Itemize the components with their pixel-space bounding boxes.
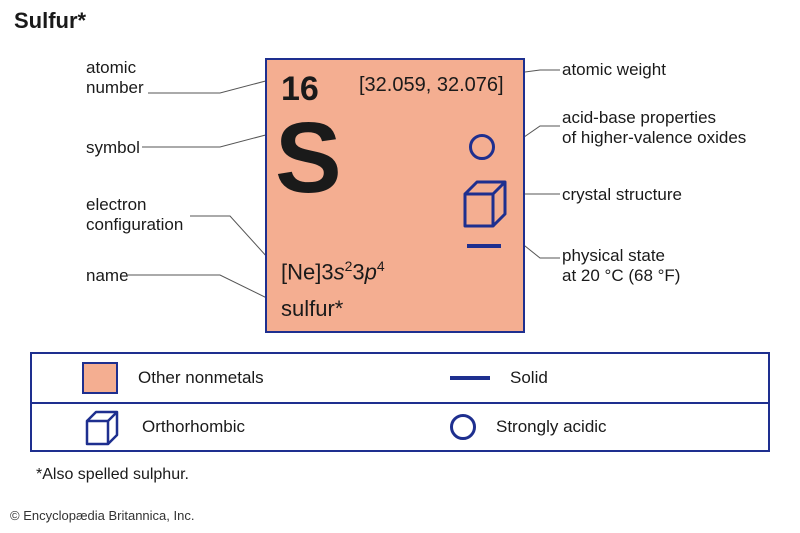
legend-cell: Other nonmetals (32, 362, 400, 394)
legend: Other nonmetals Solid Orthorhombic Stron… (30, 352, 770, 452)
callout-label: atomic (86, 58, 136, 77)
callout-label: number (86, 78, 144, 97)
atomic-weight: [32.059, 32.076] (359, 74, 504, 97)
element-tile: 16 [32.059, 32.076] S [Ne]3s23p4 sulfur* (265, 58, 525, 333)
legend-cell: Solid (400, 368, 768, 388)
callout-acid-base: acid-base properties of higher-valence o… (562, 108, 746, 149)
element-name: sulfur* (281, 296, 343, 322)
callout-label: atomic weight (562, 60, 666, 79)
legend-cell: Orthorhombic (32, 407, 400, 447)
electron-configuration: [Ne]3s23p4 (281, 258, 385, 285)
callout-label: symbol (86, 138, 140, 157)
legend-cell: Strongly acidic (400, 414, 768, 440)
callout-label: acid-base properties (562, 108, 716, 127)
callout-label: of higher-valence oxides (562, 128, 746, 147)
callout-atomic-weight: atomic weight (562, 60, 666, 80)
callout-name: name (86, 266, 129, 286)
legend-label: Orthorhombic (142, 417, 245, 437)
solid-bar-icon (450, 376, 490, 380)
page-title: Sulfur* (14, 8, 86, 34)
solid-bar-icon (467, 244, 501, 248)
legend-row: Other nonmetals Solid (32, 354, 768, 402)
econf-core: [Ne] (281, 259, 321, 284)
callout-atomic-number: atomic number (86, 58, 144, 99)
callout-electron-config: electron configuration (86, 195, 183, 236)
callout-label: electron (86, 195, 146, 214)
circle-icon (469, 134, 495, 160)
footnote: *Also spelled sulphur. (36, 466, 189, 484)
legend-row: Orthorhombic Strongly acidic (32, 402, 768, 450)
econf-orbital: s (334, 259, 345, 284)
callout-symbol: symbol (86, 138, 140, 158)
copyright: © Encyclopædia Britannica, Inc. (10, 508, 194, 523)
econf-shell: 3 (321, 259, 333, 284)
callout-crystal-structure: crystal structure (562, 185, 682, 205)
callout-label: name (86, 266, 129, 285)
cube-icon (82, 407, 122, 447)
category-swatch-icon (82, 362, 118, 394)
legend-label: Strongly acidic (496, 417, 607, 437)
cube-icon (459, 176, 507, 230)
element-symbol: S (275, 108, 342, 208)
econf-orbital: p (365, 259, 377, 284)
callout-physical-state: physical state at 20 °C (68 °F) (562, 246, 680, 287)
callout-label: configuration (86, 215, 183, 234)
legend-label: Other nonmetals (138, 368, 264, 388)
econf-sup: 4 (377, 258, 385, 274)
econf-shell: 3 (352, 259, 364, 284)
callout-label: physical state (562, 246, 665, 265)
callout-label: crystal structure (562, 185, 682, 204)
circle-icon (450, 414, 476, 440)
callout-label: at 20 °C (68 °F) (562, 266, 680, 285)
legend-label: Solid (510, 368, 548, 388)
